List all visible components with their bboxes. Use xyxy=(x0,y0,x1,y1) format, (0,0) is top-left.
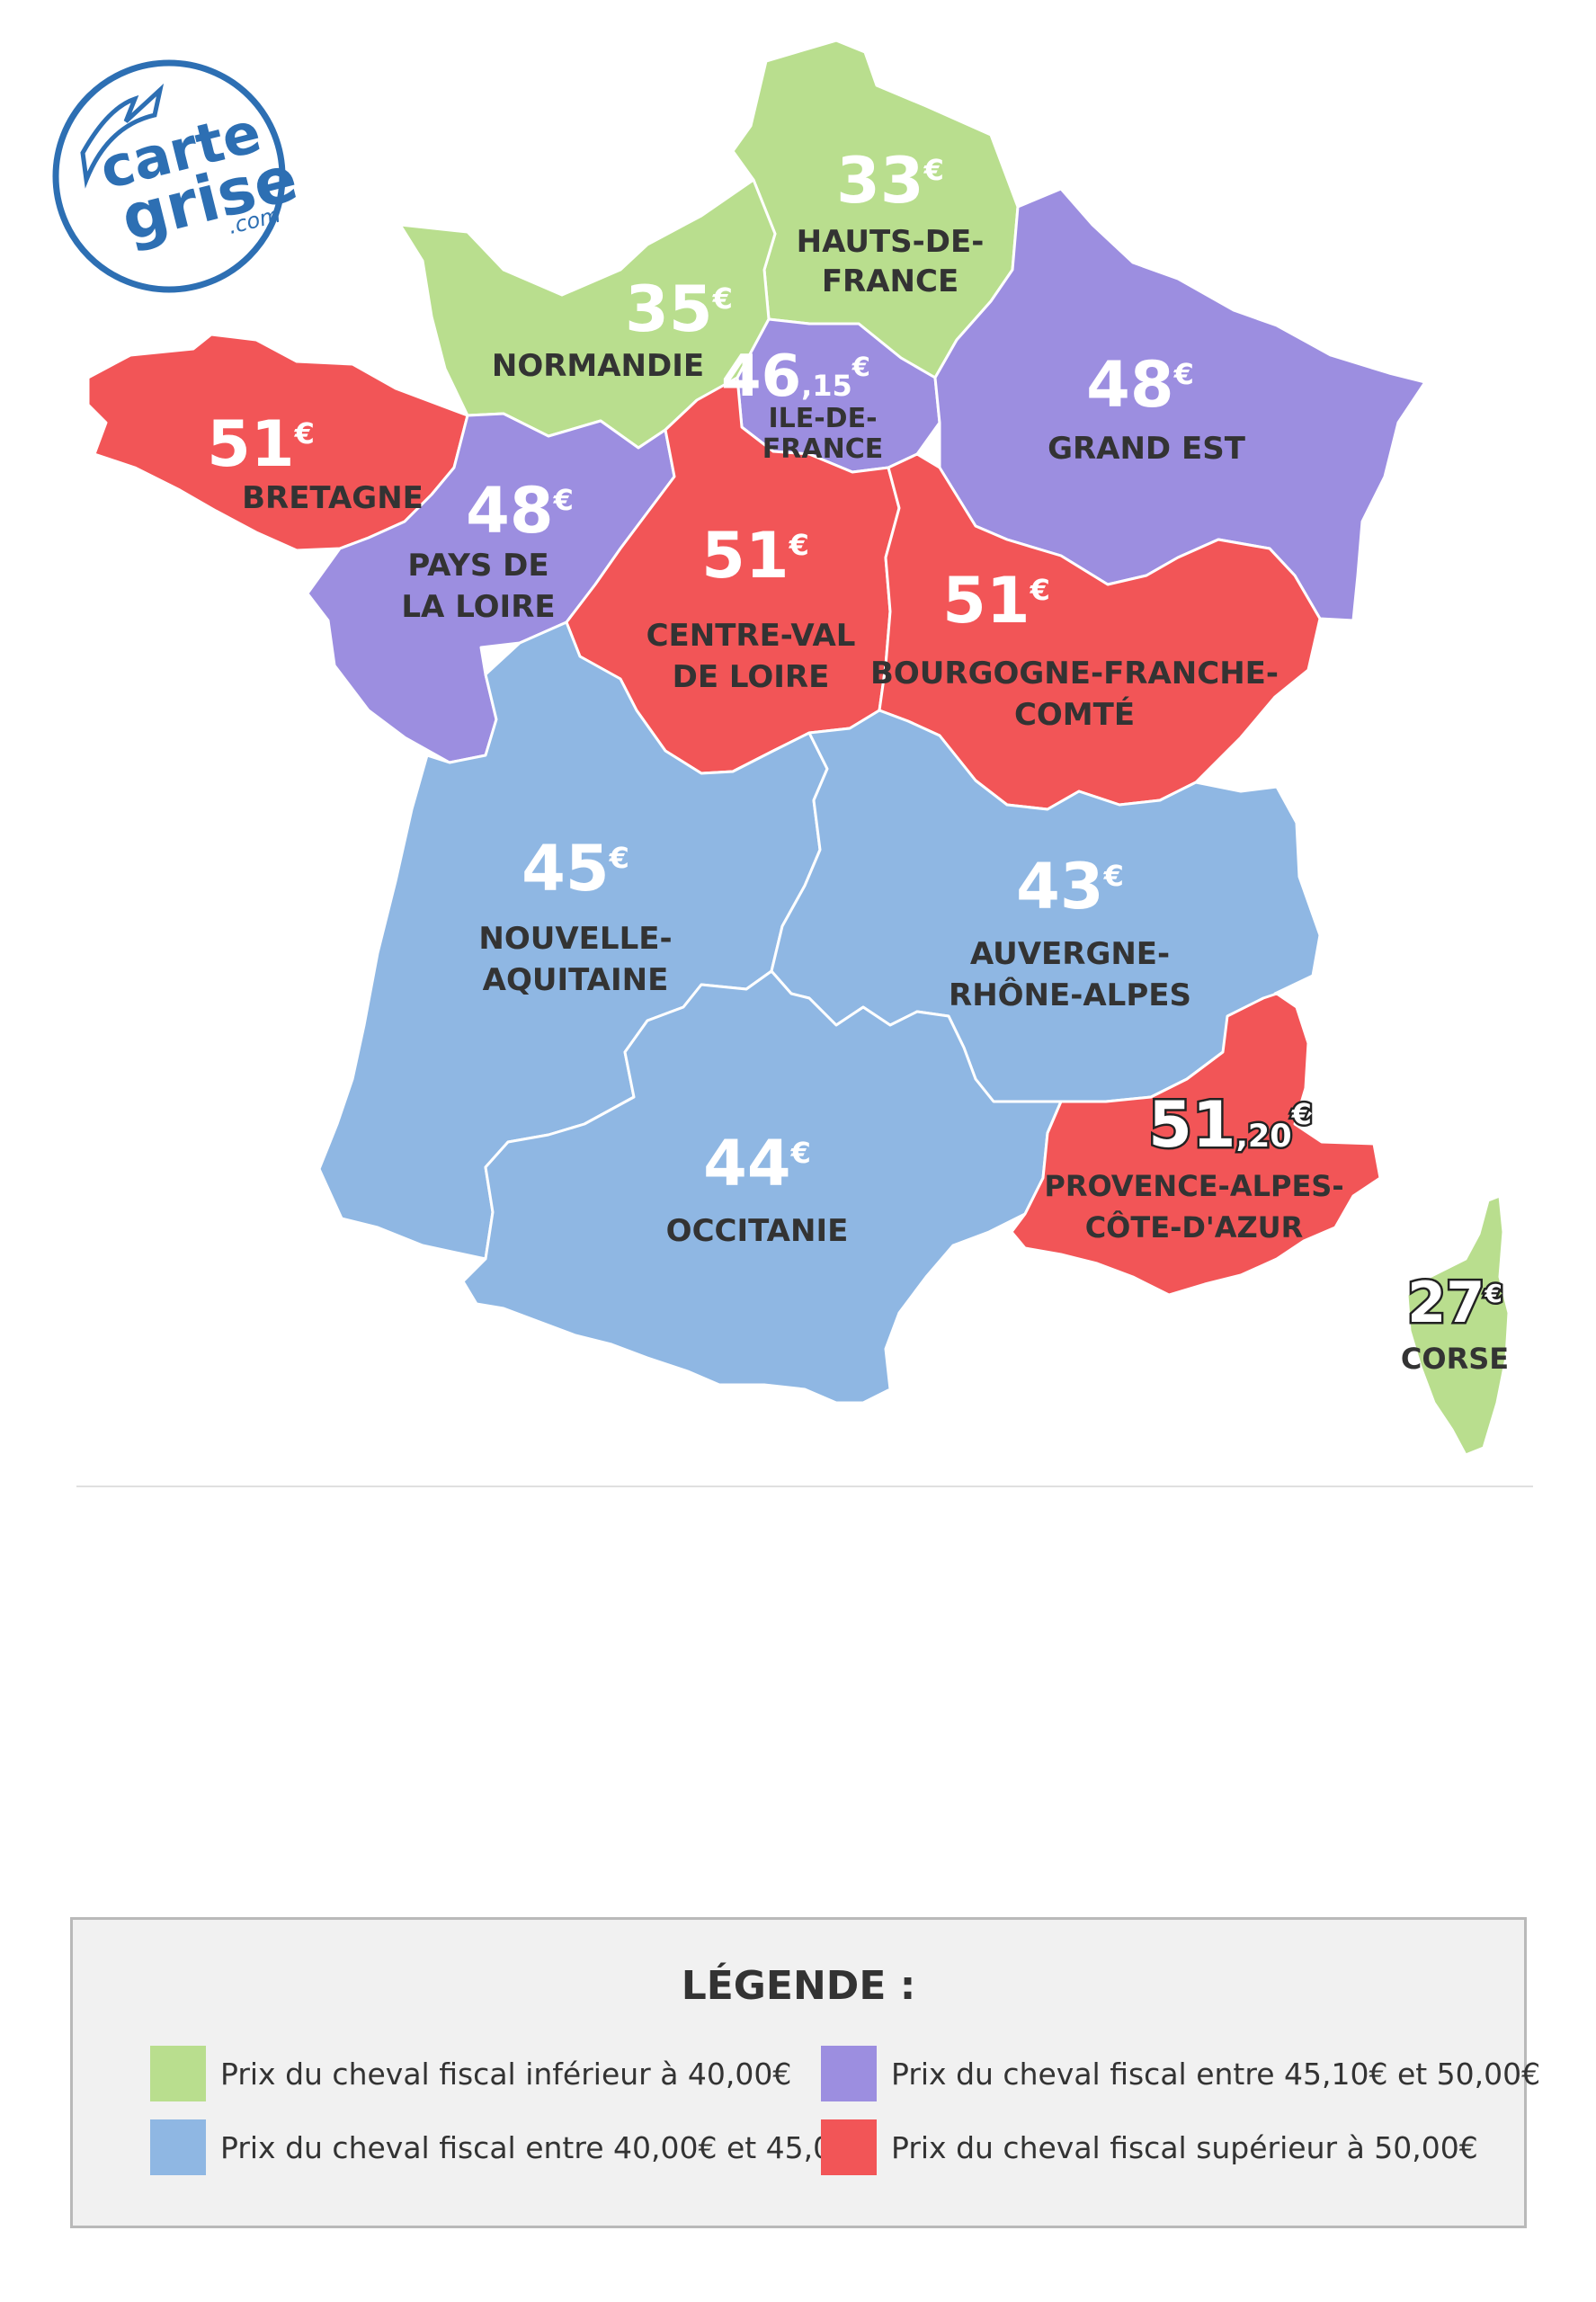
region-bourgogne-franche-comte-price: 51€ xyxy=(942,564,1050,638)
region-centre-val-de-loire-name: CENTRE-VAL DE LOIRE xyxy=(646,618,856,695)
france-map: carte grise .com 33€HAUTS-DE-FRANC xyxy=(52,39,1511,1457)
legend-text-blue: Prix du cheval fiscal entre 40,00€ et 45… xyxy=(220,2129,870,2165)
region-pays-de-la-loire-price: 48€ xyxy=(466,474,574,548)
region-grand-est-price: 48€ xyxy=(1086,348,1194,422)
legend-text-purple: Prix du cheval fiscal entre 45,10€ et 50… xyxy=(891,2056,1541,2092)
legend-title: LÉGENDE : xyxy=(681,1963,916,2009)
region-occitanie-price: 44€ xyxy=(703,1127,811,1200)
legend-box: LÉGENDE : Prix du cheval fiscal inférieu… xyxy=(70,1917,1540,2228)
legend-item-blue: Prix du cheval fiscal entre 40,00€ et 45… xyxy=(150,2119,869,2175)
carte-grise-logo: carte grise .com xyxy=(52,59,305,293)
region-corse-price: 27€ xyxy=(1407,1270,1502,1335)
region-occitanie-name: OCCITANIE xyxy=(666,1213,849,1249)
region-corse[interactable] xyxy=(1405,1194,1511,1457)
region-pays-de-la-loire-name: PAYS DE LA LOIRE xyxy=(401,548,555,625)
legend-text-green: Prix du cheval fiscal inférieur à 40,00€ xyxy=(220,2056,792,2092)
region-hauts-de-france-price: 33€ xyxy=(836,144,944,218)
region-normandie-price: 35€ xyxy=(625,272,733,346)
legend-swatch-blue xyxy=(150,2119,206,2175)
region-provence-alpes-cote-d-azur[interactable] xyxy=(1010,992,1382,1297)
legend-item-green: Prix du cheval fiscal inférieur à 40,00€ xyxy=(150,2046,791,2101)
region-nouvelle-aquitaine-name: NOUVELLE-AQUITAINE xyxy=(478,921,672,998)
region-provence-alpes-cote-d-azur-price: 51,20€ xyxy=(1148,1088,1312,1162)
region-corse-name: CORSE xyxy=(1401,1342,1509,1376)
region-hauts-de-france-name: HAUTS-DE-FRANCE xyxy=(797,224,985,299)
region-provence-alpes-cote-d-azur-name: PROVENCE-ALPES-CÔTE-D'AZUR xyxy=(1044,1169,1343,1245)
region-centre-val-de-loire-price: 51€ xyxy=(701,519,809,593)
section-divider xyxy=(76,1486,1533,1487)
region-ile-de-france-name: ILE-DE-FRANCE xyxy=(762,403,883,465)
legend-text-red: Prix du cheval fiscal supérieur à 50,00€ xyxy=(891,2129,1478,2165)
region-auvergne-rhone-alpes-name: AUVERGNE-RHÔNE-ALPES xyxy=(949,936,1191,1013)
region-bretagne-name: BRETAGNE xyxy=(242,480,424,516)
region-auvergne-rhone-alpes-price: 43€ xyxy=(1016,850,1124,923)
region-bourgogne-franche-comte-name: BOURGOGNE-FRANCHE-COMTÉ xyxy=(870,656,1279,733)
region-ile-de-france-price: 46,15€ xyxy=(721,344,870,410)
legend-item-red: Prix du cheval fiscal supérieur à 50,00€ xyxy=(821,2119,1478,2175)
legend-item-purple: Prix du cheval fiscal entre 45,10€ et 50… xyxy=(821,2046,1540,2101)
legend-swatch-green xyxy=(150,2046,206,2101)
region-grand-est-name: GRAND EST xyxy=(1048,431,1246,467)
region-normandie-name: NORMANDIE xyxy=(492,348,704,384)
legend-swatch-purple xyxy=(821,2046,877,2101)
legend-swatch-red xyxy=(821,2119,877,2175)
region-bretagne-price: 51€ xyxy=(207,407,315,481)
region-nouvelle-aquitaine-price: 45€ xyxy=(522,832,629,906)
